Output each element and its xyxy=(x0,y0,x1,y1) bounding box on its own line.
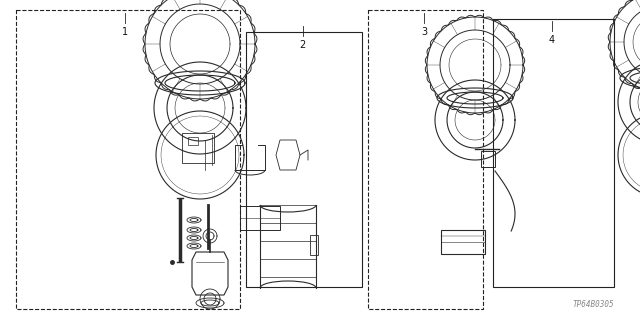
Bar xyxy=(240,206,280,230)
Bar xyxy=(16,10,240,309)
Bar xyxy=(188,137,198,145)
Bar xyxy=(441,230,485,254)
Bar xyxy=(493,19,614,287)
Text: TP64B0305: TP64B0305 xyxy=(573,300,614,309)
Bar xyxy=(481,151,495,167)
Text: 3: 3 xyxy=(421,27,428,37)
Bar xyxy=(246,32,362,287)
Bar xyxy=(368,10,483,309)
Bar xyxy=(310,235,318,255)
Bar xyxy=(182,133,214,163)
Text: 2: 2 xyxy=(300,40,306,49)
Text: 4: 4 xyxy=(548,35,555,45)
Text: 1: 1 xyxy=(122,27,128,37)
